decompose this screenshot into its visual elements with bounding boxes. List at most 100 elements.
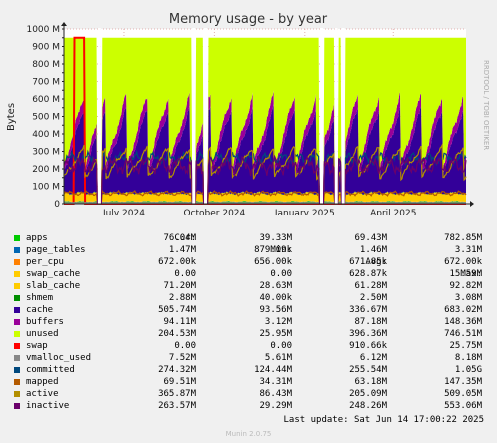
legend-swatch [14, 307, 20, 313]
legend-swatch [14, 331, 20, 337]
legend-min: 93.56M [259, 305, 292, 315]
y-tick-label: 500 M [32, 113, 60, 123]
legend-header: Cur: Min: Avg: Max: [12, 220, 492, 279]
legend-max: 8.18M [454, 353, 482, 363]
legend-max: 746.51M [444, 329, 482, 339]
legend-max: 15.59M [449, 269, 482, 279]
legend-cur: 71.20M [163, 281, 196, 291]
legend-cur: 365.87M [158, 389, 196, 399]
x-ticks: July 2024 October 2024 January 2025 April 2… [102, 209, 416, 215]
legend-swatch [14, 271, 20, 277]
gap-bar [320, 28, 324, 204]
legend-row-per_cpu: per_cpu 672.00k 656.00k 671.85k 672.00k [12, 256, 492, 268]
y-tick-label: 800 M [32, 60, 60, 70]
legend-row-slab_cache: slab_cache 71.20M 28.63M 61.28M 92.82M [12, 280, 492, 292]
y-tick-label: 0 [54, 200, 60, 210]
legend-row-apps: apps 76.04M 39.33M 69.43M 782.85M [12, 232, 492, 244]
gap-bar [97, 28, 101, 204]
chart-title: Memory usage - by year [169, 12, 328, 27]
legend-row-cache: cache 505.74M 93.56M 336.67M 683.02M [12, 304, 492, 316]
area-buffers [64, 90, 466, 204]
legend: Cur: Min: Avg: Max: apps 76.04M 39.33M 69.4… [12, 220, 492, 412]
legend-min: 39.33M [259, 233, 292, 243]
legend-name: cache [26, 305, 54, 315]
legend-name: vmalloc_used [26, 353, 92, 363]
legend-max: 683.02M [444, 305, 482, 315]
munin-version: Munin 2.0.75 [225, 430, 272, 438]
legend-swatch [14, 295, 20, 301]
legend-row-page_tables: page_tables 1.47M 879.09k 1.46M 3.31M [12, 244, 492, 256]
legend-cur: 76.04M [163, 233, 196, 243]
legend-row-mapped: mapped 69.51M 34.31M 63.18M 147.35M [12, 376, 492, 388]
legend-max: 509.05M [444, 389, 482, 399]
stacked-areas [64, 37, 466, 204]
legend-max: 1.05G [454, 365, 482, 375]
legend-name: mapped [26, 377, 59, 387]
legend-cur: 274.32M [158, 365, 196, 375]
legend-cur: 69.51M [163, 377, 196, 387]
legend-max: 3.31M [454, 245, 482, 255]
y-tick-label: 400 M [32, 130, 60, 140]
gap-bar [204, 28, 208, 204]
legend-cur: 204.53M [158, 329, 196, 339]
legend-name: swap_cache [26, 269, 81, 279]
legend-min: 124.44M [254, 365, 292, 375]
legend-swatch [14, 235, 20, 241]
legend-max: 782.85M [444, 233, 482, 243]
x-tick-label: January 2025 [274, 209, 335, 215]
legend-min: 34.31M [259, 377, 292, 387]
legend-name: committed [26, 365, 75, 375]
legend-rows: apps 76.04M 39.33M 69.43M 782.85M page_tables… [12, 232, 492, 412]
legend-row-vmalloc_used: vmalloc_used 7.52M 5.61M 6.12M 8.18M [12, 352, 492, 364]
line-vmalloc_used [64, 202, 466, 205]
y-tick-label: 900 M [32, 43, 60, 53]
legend-min: 29.29M [259, 401, 292, 411]
gap-bar [192, 28, 196, 204]
legend-cur: 505.74M [158, 305, 196, 315]
legend-cur: 672.00k [158, 257, 196, 267]
legend-min: 879.09k [254, 245, 292, 255]
legend-name: shmem [26, 293, 54, 303]
legend-name: inactive [26, 401, 70, 411]
legend-avg: 255.54M [349, 365, 387, 375]
legend-cur: 0.00 [174, 341, 196, 351]
legend-avg: 248.26M [349, 401, 387, 411]
last-update: Last update: Sat Jun 14 17:00:22 2025 [283, 415, 484, 425]
legend-min: 86.43M [259, 389, 292, 399]
legend-cur: 263.57M [158, 401, 196, 411]
legend-cur: 94.11M [163, 317, 196, 327]
gap-bar [334, 28, 338, 204]
x-tick-label: July 2024 [102, 209, 145, 215]
x-axis-arrow [470, 201, 474, 207]
legend-name: unused [26, 329, 59, 339]
legend-min: 656.00k [254, 257, 292, 267]
legend-avg: 628.87k [349, 269, 387, 279]
rrdtool-credit: RRDTOOL / TOBI OETIKER [482, 60, 490, 150]
data-gaps [97, 28, 345, 204]
legend-avg: 910.66k [349, 341, 387, 351]
y-axis-label: Bytes [6, 103, 17, 131]
legend-avg: 396.36M [349, 329, 387, 339]
legend-avg: 1.46M [359, 245, 387, 255]
gap-bar [341, 28, 345, 204]
y-tick-label: 700 M [32, 78, 60, 88]
legend-avg: 69.43M [354, 233, 387, 243]
legend-min: 5.61M [264, 353, 292, 363]
y-tick-label: 600 M [32, 95, 60, 105]
legend-row-swap: swap 0.00 0.00 910.66k 25.75M [12, 340, 492, 352]
legend-swatch [14, 283, 20, 289]
y-tick-label: 100 M [32, 183, 60, 193]
legend-cur: 1.47M [168, 245, 196, 255]
y-ticks: 0 100 M 200 M 300 M 400 M 500 M 600 M 700 M 800 … [26, 25, 64, 210]
legend-avg: 61.28M [354, 281, 387, 291]
legend-row-buffers: buffers 94.11M 3.12M 87.18M 148.36M [12, 316, 492, 328]
legend-name: active [26, 389, 59, 399]
legend-name: swap [26, 341, 48, 351]
legend-row-active: active 365.87M 86.43M 205.09M 509.05M [12, 388, 492, 400]
legend-row-unused: unused 204.53M 25.95M 396.36M 746.51M [12, 328, 492, 340]
legend-min: 25.95M [259, 329, 292, 339]
legend-cur: 0.00 [174, 269, 196, 279]
legend-cur: 2.88M [168, 293, 196, 303]
header-cur: Cur: [174, 233, 196, 243]
legend-cur: 7.52M [168, 353, 196, 363]
